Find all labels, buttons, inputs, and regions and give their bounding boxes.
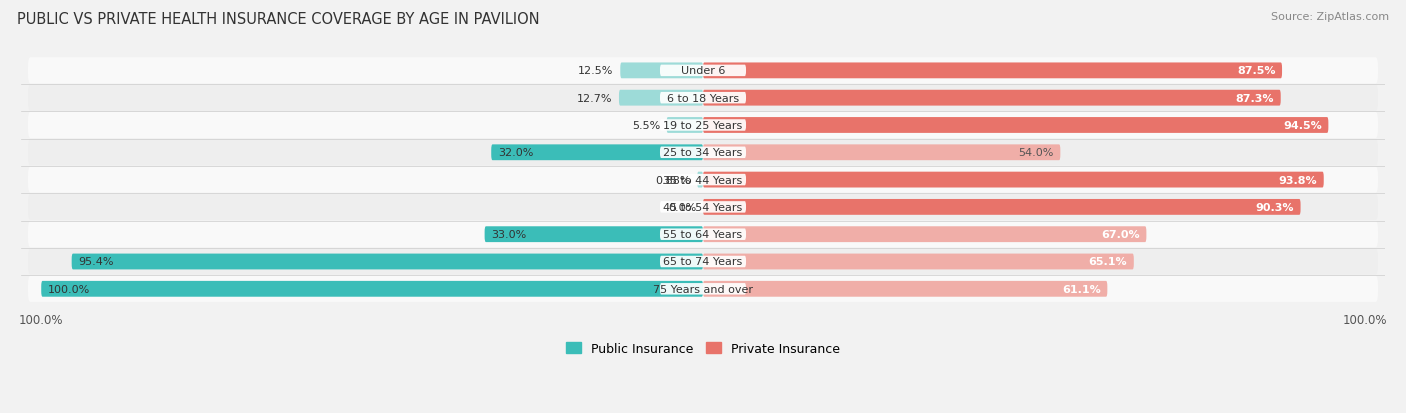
FancyBboxPatch shape — [620, 63, 703, 79]
FancyBboxPatch shape — [703, 90, 1281, 106]
FancyBboxPatch shape — [659, 93, 747, 104]
Text: 67.0%: 67.0% — [1101, 230, 1140, 240]
Text: 0.88%: 0.88% — [655, 175, 690, 185]
FancyBboxPatch shape — [697, 172, 703, 188]
FancyBboxPatch shape — [28, 249, 1378, 275]
Text: 25 to 34 Years: 25 to 34 Years — [664, 148, 742, 158]
Text: 33.0%: 33.0% — [491, 230, 526, 240]
Text: 19 to 25 Years: 19 to 25 Years — [664, 121, 742, 131]
Text: 65.1%: 65.1% — [1088, 257, 1128, 267]
FancyBboxPatch shape — [28, 85, 1378, 112]
FancyBboxPatch shape — [659, 147, 747, 159]
Text: 100.0%: 100.0% — [48, 284, 90, 294]
Text: 5.5%: 5.5% — [631, 121, 659, 131]
Legend: Public Insurance, Private Insurance: Public Insurance, Private Insurance — [561, 337, 845, 360]
FancyBboxPatch shape — [703, 199, 1301, 215]
FancyBboxPatch shape — [28, 276, 1378, 302]
FancyBboxPatch shape — [659, 120, 747, 131]
Text: 6 to 18 Years: 6 to 18 Years — [666, 93, 740, 103]
FancyBboxPatch shape — [659, 283, 747, 295]
FancyBboxPatch shape — [491, 145, 703, 161]
FancyBboxPatch shape — [659, 229, 747, 240]
FancyBboxPatch shape — [703, 281, 1108, 297]
FancyBboxPatch shape — [659, 66, 747, 77]
FancyBboxPatch shape — [28, 113, 1378, 139]
FancyBboxPatch shape — [28, 221, 1378, 248]
Text: 90.3%: 90.3% — [1256, 202, 1294, 212]
Text: 0.0%: 0.0% — [668, 202, 696, 212]
FancyBboxPatch shape — [485, 227, 703, 242]
FancyBboxPatch shape — [28, 140, 1378, 166]
FancyBboxPatch shape — [619, 90, 703, 106]
Text: Under 6: Under 6 — [681, 66, 725, 76]
FancyBboxPatch shape — [659, 174, 747, 186]
Text: 87.5%: 87.5% — [1237, 66, 1275, 76]
Text: 55 to 64 Years: 55 to 64 Years — [664, 230, 742, 240]
FancyBboxPatch shape — [703, 118, 1329, 133]
Text: 93.8%: 93.8% — [1278, 175, 1317, 185]
Text: 94.5%: 94.5% — [1284, 121, 1322, 131]
FancyBboxPatch shape — [28, 58, 1378, 84]
Text: 45 to 54 Years: 45 to 54 Years — [664, 202, 742, 212]
Text: PUBLIC VS PRIVATE HEALTH INSURANCE COVERAGE BY AGE IN PAVILION: PUBLIC VS PRIVATE HEALTH INSURANCE COVER… — [17, 12, 540, 27]
FancyBboxPatch shape — [28, 167, 1378, 193]
FancyBboxPatch shape — [703, 227, 1146, 242]
Text: 12.5%: 12.5% — [578, 66, 613, 76]
Text: 61.1%: 61.1% — [1062, 284, 1101, 294]
FancyBboxPatch shape — [659, 202, 747, 213]
Text: 65 to 74 Years: 65 to 74 Years — [664, 257, 742, 267]
FancyBboxPatch shape — [703, 145, 1060, 161]
Text: 32.0%: 32.0% — [498, 148, 533, 158]
FancyBboxPatch shape — [72, 254, 703, 270]
Text: 35 to 44 Years: 35 to 44 Years — [664, 175, 742, 185]
FancyBboxPatch shape — [28, 194, 1378, 221]
Text: 54.0%: 54.0% — [1018, 148, 1053, 158]
Text: 87.3%: 87.3% — [1236, 93, 1274, 103]
Text: 95.4%: 95.4% — [79, 257, 114, 267]
FancyBboxPatch shape — [703, 63, 1282, 79]
FancyBboxPatch shape — [703, 254, 1133, 270]
Text: 75 Years and over: 75 Years and over — [652, 284, 754, 294]
FancyBboxPatch shape — [666, 118, 703, 133]
FancyBboxPatch shape — [659, 256, 747, 268]
Text: 12.7%: 12.7% — [576, 93, 613, 103]
FancyBboxPatch shape — [703, 172, 1323, 188]
FancyBboxPatch shape — [41, 281, 703, 297]
Text: Source: ZipAtlas.com: Source: ZipAtlas.com — [1271, 12, 1389, 22]
